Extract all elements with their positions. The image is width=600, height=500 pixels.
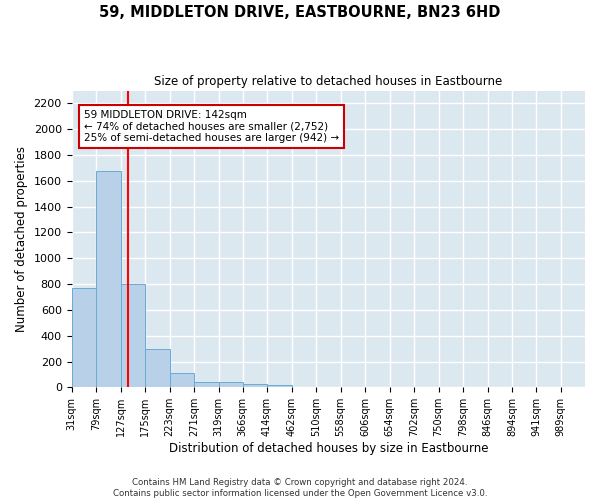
Bar: [316, 386, 341, 388]
Bar: [341, 386, 365, 388]
X-axis label: Distribution of detached houses by size in Eastbourne: Distribution of detached houses by size …: [169, 442, 488, 455]
Bar: [292, 386, 316, 388]
Title: Size of property relative to detached houses in Eastbourne: Size of property relative to detached ho…: [154, 75, 502, 88]
Bar: [170, 373, 194, 388]
Bar: [267, 385, 292, 388]
Bar: [71, 288, 96, 388]
Bar: [242, 384, 267, 388]
Y-axis label: Number of detached properties: Number of detached properties: [15, 146, 28, 332]
Bar: [145, 350, 170, 388]
Bar: [96, 170, 121, 388]
Text: 59 MIDDLETON DRIVE: 142sqm
← 74% of detached houses are smaller (2,752)
25% of s: 59 MIDDLETON DRIVE: 142sqm ← 74% of deta…: [84, 110, 339, 143]
Bar: [218, 382, 243, 388]
Text: 59, MIDDLETON DRIVE, EASTBOURNE, BN23 6HD: 59, MIDDLETON DRIVE, EASTBOURNE, BN23 6H…: [100, 5, 500, 20]
Bar: [121, 284, 145, 388]
Bar: [194, 382, 218, 388]
Text: Contains HM Land Registry data © Crown copyright and database right 2024.
Contai: Contains HM Land Registry data © Crown c…: [113, 478, 487, 498]
